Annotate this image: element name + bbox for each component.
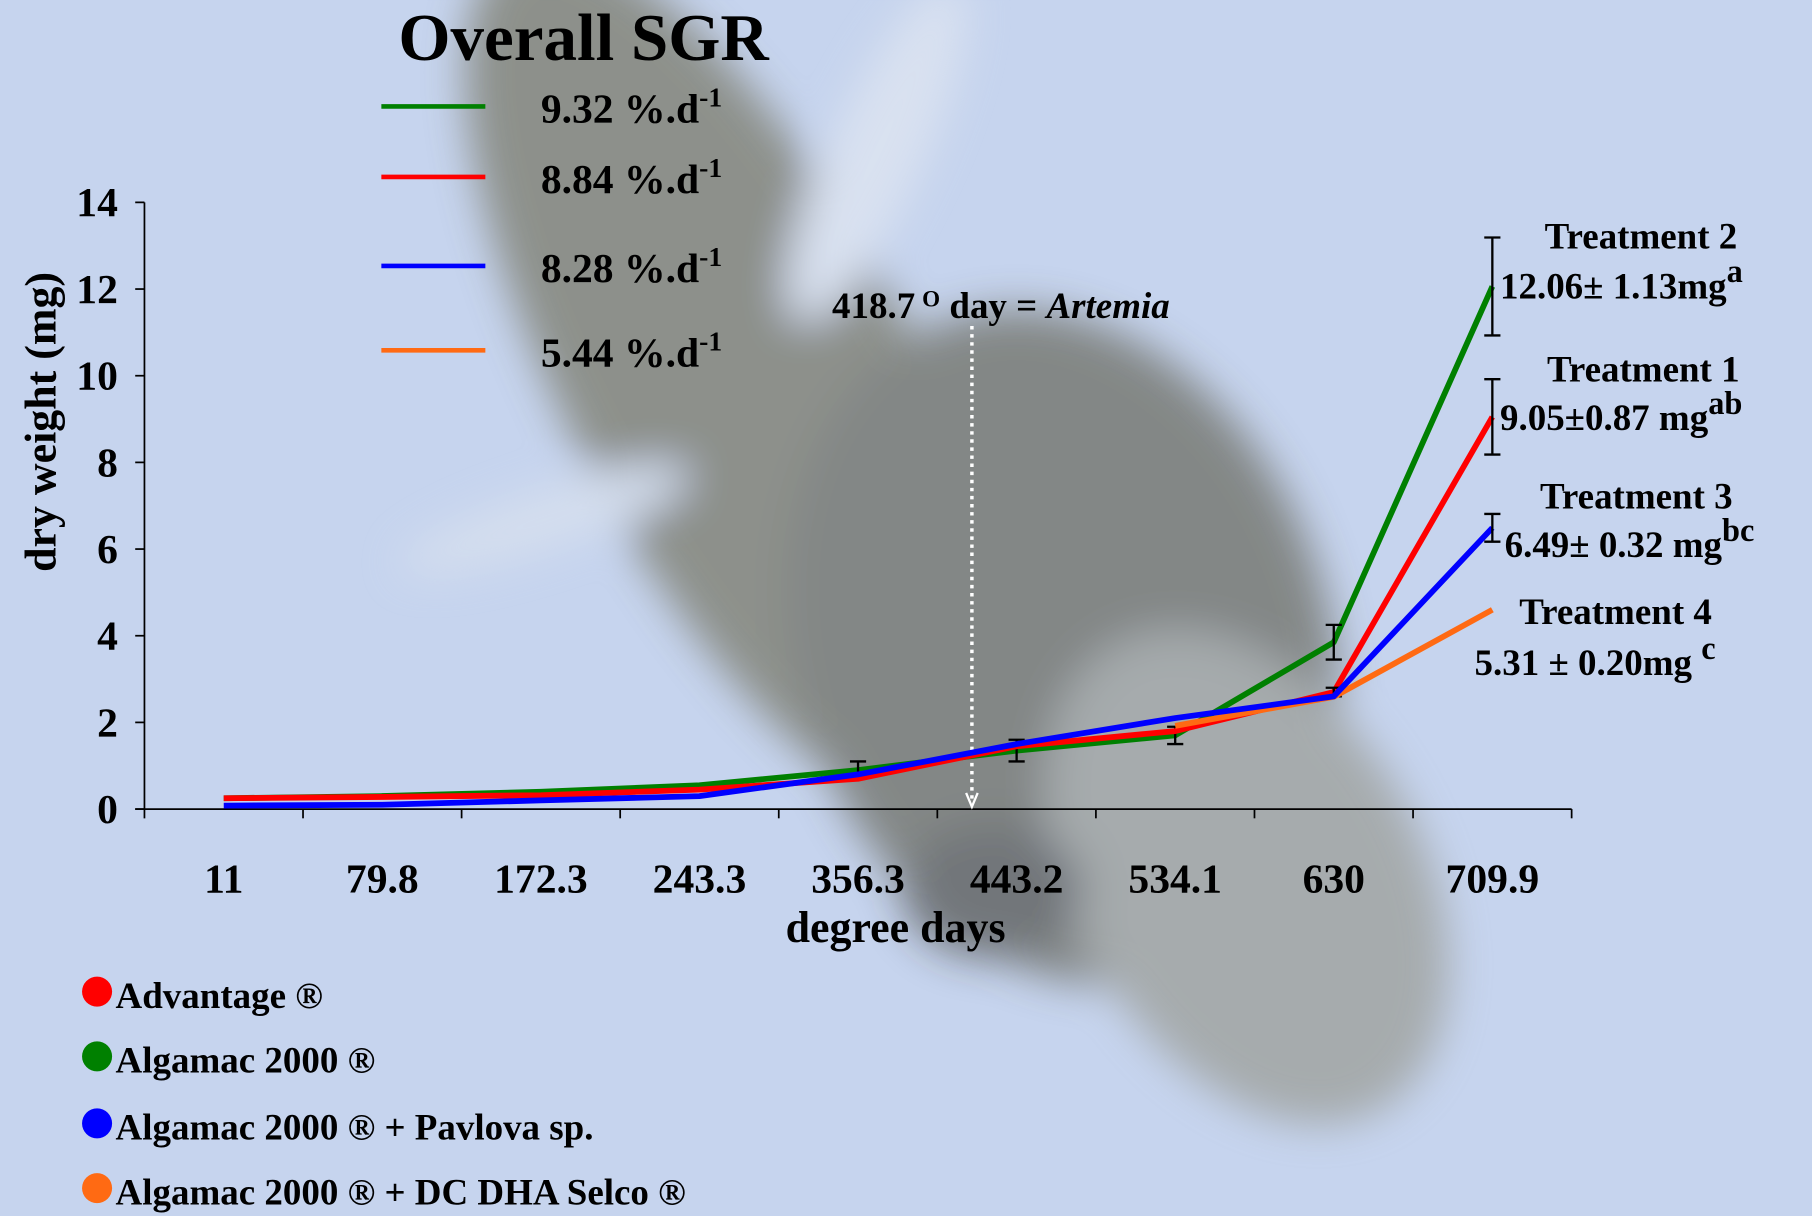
legend-label: Algamac 2000 ® bbox=[116, 1040, 376, 1081]
x-tick-label: 243.3 bbox=[653, 855, 747, 901]
error-bar bbox=[1484, 378, 1501, 456]
legend-marker bbox=[82, 976, 113, 1007]
treatment-sup: bc bbox=[1722, 512, 1754, 548]
annotation-text: 418.7 bbox=[832, 285, 915, 326]
x-tick-label: 534.1 bbox=[1128, 855, 1222, 901]
treatment-label: Treatment 4 bbox=[1519, 591, 1712, 632]
treatment-value: 6.49± 0.32 mgbc bbox=[1505, 512, 1755, 565]
legend-label: Algamac 2000 ® + DC DHA Selco ® bbox=[116, 1171, 686, 1212]
x-tick-label: 356.3 bbox=[811, 855, 905, 901]
treatment-value-text: 5.31 ± 0.20mg bbox=[1475, 642, 1702, 683]
y-tick-label: 0 bbox=[97, 786, 118, 832]
treatment-sup: ab bbox=[1708, 385, 1742, 421]
treatment-label: Treatment 1 bbox=[1547, 349, 1740, 390]
treatment-value: 9.05±0.87 mgab bbox=[1500, 385, 1742, 438]
y-tick-label: 8 bbox=[97, 439, 118, 485]
treatment-value: 12.06± 1.13mga bbox=[1500, 253, 1743, 306]
legend-marker bbox=[82, 1173, 113, 1204]
sgr-value: 5.44 %.d bbox=[541, 329, 699, 375]
sgr-sup: -1 bbox=[699, 81, 722, 112]
y-tick-label: 2 bbox=[97, 699, 118, 745]
treatment-label: Treatment 2 bbox=[1545, 216, 1738, 257]
treatment-sup: a bbox=[1727, 253, 1743, 289]
sgr-legend-label: 9.32 %.d-1 bbox=[541, 81, 722, 131]
chart-title: Overall SGR bbox=[398, 1, 769, 75]
treatment-value-text: 12.06± 1.13mg bbox=[1500, 265, 1727, 306]
error-bar bbox=[1325, 623, 1342, 661]
x-tick-label: 172.3 bbox=[494, 855, 588, 901]
sgr-legend-label: 8.84 %.d-1 bbox=[541, 152, 722, 202]
x-tick-label: 709.9 bbox=[1446, 855, 1540, 901]
y-tick-label: 10 bbox=[76, 353, 118, 399]
y-tick-label: 12 bbox=[76, 266, 118, 312]
x-tick-label: 443.2 bbox=[970, 855, 1064, 901]
legend-label: Algamac 2000 ® + Pavlova sp. bbox=[116, 1107, 594, 1148]
legend-marker bbox=[82, 1041, 113, 1072]
treatment-value-text: 9.05±0.87 mg bbox=[1500, 397, 1709, 438]
sgr-legend-label: 5.44 %.d-1 bbox=[541, 325, 722, 375]
y-axis-label: dry weight (mg) bbox=[17, 272, 65, 572]
annotation-text: day = bbox=[940, 285, 1046, 326]
treatment-label: Treatment 3 bbox=[1540, 476, 1733, 517]
sgr-value: 8.84 %.d bbox=[541, 156, 699, 202]
sgr-legend-label: 8.28 %.d-1 bbox=[541, 241, 722, 291]
annotation-arrowhead bbox=[965, 792, 979, 810]
sgr-sup: -1 bbox=[699, 325, 722, 356]
y-tick-label: 4 bbox=[97, 613, 118, 659]
sgr-value: 8.28 %.d bbox=[541, 245, 699, 291]
annotation-sup: O bbox=[922, 285, 940, 311]
treatment-sup: c bbox=[1701, 630, 1715, 666]
legend-marker bbox=[82, 1108, 113, 1139]
annotation-italic: Artemia bbox=[1044, 285, 1169, 326]
x-tick-label: 630 bbox=[1303, 855, 1365, 901]
error-bar bbox=[1484, 236, 1501, 337]
sgr-value: 9.32 %.d bbox=[541, 86, 699, 132]
y-tick-label: 6 bbox=[97, 526, 118, 572]
x-tick-label: 79.8 bbox=[346, 855, 419, 901]
sgr-sup: -1 bbox=[699, 152, 722, 183]
larva-photo bbox=[399, 0, 1449, 1125]
treatment-value: 5.31 ± 0.20mg c bbox=[1475, 630, 1716, 683]
sgr-sup: -1 bbox=[699, 241, 722, 272]
annotation: 418.7 O day = Artemia bbox=[832, 285, 1170, 326]
legend-label: Advantage ® bbox=[116, 975, 323, 1016]
treatment-value-text: 6.49± 0.32 mg bbox=[1505, 524, 1723, 565]
series-line bbox=[223, 525, 1495, 809]
y-tick-label: 14 bbox=[76, 179, 118, 225]
x-tick-label: 11 bbox=[204, 855, 243, 901]
x-axis-label: degree days bbox=[786, 904, 1006, 952]
error-bar bbox=[1484, 512, 1501, 543]
